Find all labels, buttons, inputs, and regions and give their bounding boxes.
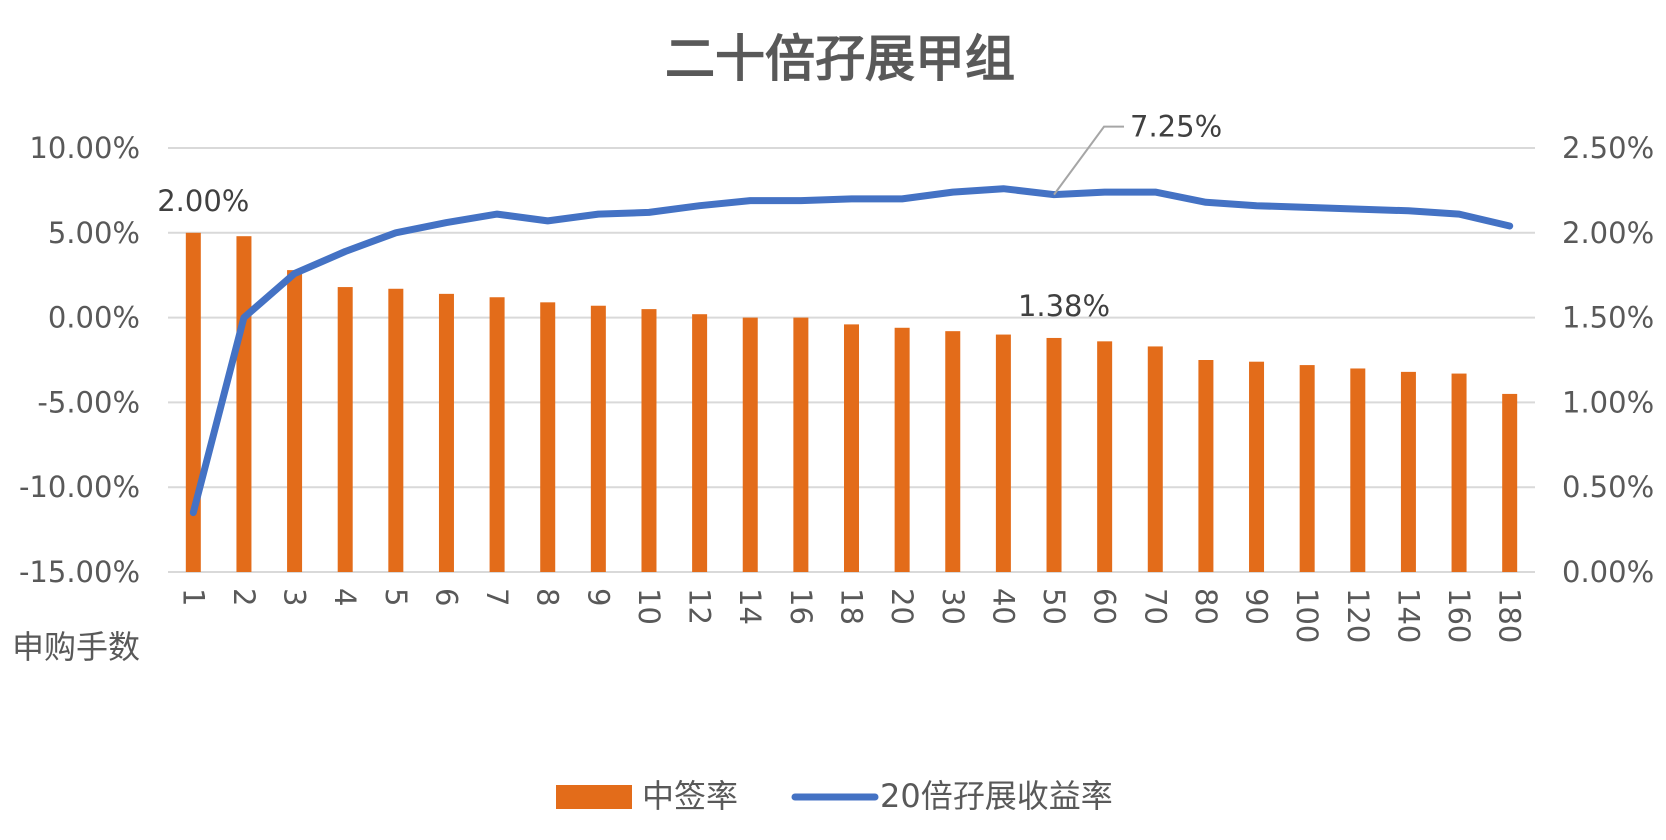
bar [1299,365,1315,572]
left-tick-label: 5.00% [48,216,140,250]
leader-line [1053,125,1125,196]
data-label: 2.00% [157,184,249,218]
x-tick-label: 4 [328,588,362,606]
right-tick-label: 2.00% [1562,216,1654,250]
bar [1502,393,1518,572]
x-tick-label: 80 [1189,588,1223,625]
right-axis-ticks: 2.50% 2.00% 1.50% 1.00% 0.50% 0.00% [1562,131,1654,589]
bar [742,317,758,572]
x-tick-label: 60 [1088,588,1122,625]
bar [1198,360,1214,572]
x-tick-label: 18 [835,588,869,625]
legend-bar-swatch [556,785,632,809]
x-tick-label: 40 [986,588,1020,625]
bar [1249,361,1265,572]
data-labels: 2.00% 1.38% 7.25% [157,110,1222,323]
bar [590,305,606,572]
x-tick-label: 1 [176,588,210,606]
x-tick-label: 6 [429,588,463,606]
left-tick-label: -5.00% [37,385,140,419]
x-tick-label: 5 [379,588,413,606]
bar [388,288,404,572]
right-tick-label: 1.50% [1562,301,1654,335]
data-label: 7.25% [1130,110,1222,144]
x-tick-label: 180 [1493,588,1527,643]
bar [489,297,505,572]
bar [1350,368,1366,572]
left-axis-ticks: 10.00% 5.00% 0.00% -5.00% -10.00% -15.00% [19,131,140,589]
data-label: 1.38% [1018,289,1110,323]
left-tick-label: -10.00% [19,470,140,504]
bar [945,331,961,572]
x-tick-label: 8 [531,588,565,606]
x-tick-label: 50 [1037,588,1071,625]
legend: 中签率 20倍孖展收益率 [556,777,1113,815]
x-tick-label: 9 [581,588,615,606]
x-tick-label: 90 [1240,588,1274,625]
chart-title: 二十倍孖展甲组 [665,30,1015,88]
x-tick-label: 120 [1341,588,1375,643]
line-series [189,185,1514,517]
legend-line-label: 20倍孖展收益率 [880,777,1113,815]
x-tick-label: 16 [784,588,818,625]
x-tick-label: 12 [683,588,717,625]
right-tick-label: 2.50% [1562,131,1654,165]
bar [1400,371,1416,572]
x-tick-label: 20 [885,588,919,625]
x-tick-label: 160 [1442,588,1476,643]
bar [185,232,201,573]
bar [1097,341,1113,572]
bar [894,327,910,572]
left-tick-label: 10.00% [29,131,140,165]
x-tick-label: 7 [480,588,514,606]
bar [844,324,859,572]
right-tick-label: 0.50% [1562,470,1654,504]
x-tick-label: 10 [632,588,666,625]
bar [692,314,708,572]
bar [287,270,303,572]
x-tick-label: 14 [733,588,767,625]
x-tick-label: 2 [227,588,261,606]
x-axis-ticks: 1 2 3 4 5 6 7 8 9 10 12 14 16 18 20 30 40 50 60 70 80 90 100 12… [176,588,1526,643]
bar [540,302,556,572]
x-tick-label: 3 [278,588,312,606]
legend-bar-label: 中签率 [642,777,738,815]
bar-series [185,232,1518,573]
bar [1046,337,1062,572]
bar [995,334,1011,572]
right-tick-label: 0.00% [1562,555,1654,589]
left-tick-label: -15.00% [19,555,140,589]
x-tick-label: 70 [1138,588,1172,625]
x-tick-label: 140 [1391,588,1425,643]
x-tick-label: 30 [936,588,970,625]
bar [337,287,353,572]
right-tick-label: 1.00% [1562,385,1654,419]
x-axis-label: 申购手数 [12,628,140,666]
x-tick-label: 100 [1290,588,1324,643]
bar [793,317,809,572]
bar [1147,346,1163,572]
bar [1451,373,1467,572]
left-tick-label: 0.00% [48,301,140,335]
bar [438,293,454,572]
line-path [189,185,1514,517]
bar [641,309,657,572]
bar [236,236,252,572]
